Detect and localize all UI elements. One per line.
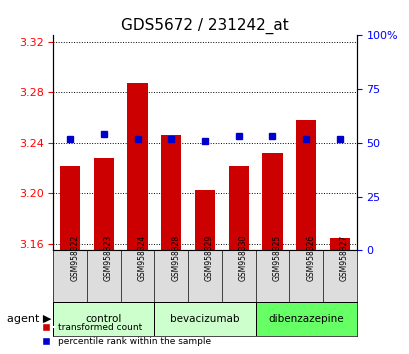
FancyBboxPatch shape [255, 302, 356, 336]
Bar [295, 120, 315, 250]
Title: GDS5672 / 231242_at: GDS5672 / 231242_at [121, 18, 288, 34]
Legend: transformed count, percentile rank within the sample: transformed count, percentile rank withi… [37, 324, 211, 346]
Text: agent ▶: agent ▶ [7, 314, 52, 324]
Text: GSM958324: GSM958324 [137, 235, 146, 281]
Text: GSM958325: GSM958325 [272, 235, 281, 281]
Text: bevacizumab: bevacizumab [170, 314, 239, 324]
Text: GSM958327: GSM958327 [339, 235, 348, 281]
Bar [262, 153, 282, 250]
Text: GSM958326: GSM958326 [306, 235, 315, 281]
Bar [161, 135, 181, 250]
Bar [194, 190, 215, 250]
Text: GSM958323: GSM958323 [103, 235, 112, 281]
FancyBboxPatch shape [154, 302, 255, 336]
FancyBboxPatch shape [53, 302, 154, 336]
Text: GSM958328: GSM958328 [171, 235, 180, 281]
Text: GSM958329: GSM958329 [204, 235, 213, 281]
Text: control: control [85, 314, 122, 324]
Bar [60, 166, 80, 250]
Text: dibenzazepine: dibenzazepine [267, 314, 343, 324]
Bar [228, 166, 248, 250]
Text: GSM958330: GSM958330 [238, 235, 247, 281]
Text: GSM958322: GSM958322 [70, 235, 79, 281]
Bar [94, 158, 114, 250]
Bar [329, 238, 349, 250]
Bar [127, 84, 147, 250]
